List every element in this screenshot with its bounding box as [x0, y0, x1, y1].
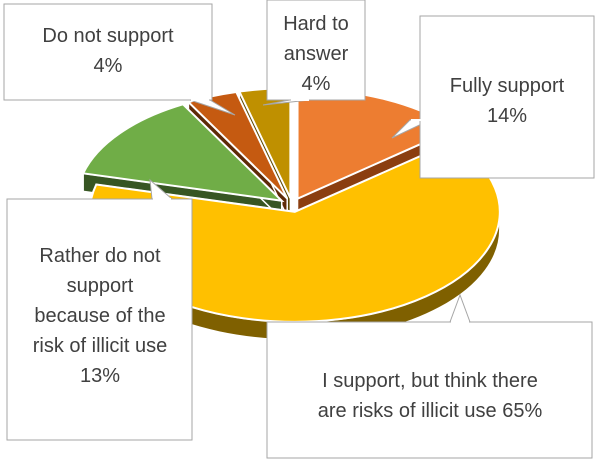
- callout: Do not support 4%: [3, 3, 236, 116]
- slice-label: answer: [284, 43, 349, 65]
- callout-box: [6, 198, 193, 441]
- slice-value-label: 13%: [80, 365, 120, 387]
- callouts: Fully support 14% I support, but think the…: [3, 0, 595, 459]
- slice-label: are risks of illicit use 65%: [318, 400, 543, 422]
- callout: Hard to answer 4%: [262, 0, 366, 106]
- slice-label: Hard to: [283, 13, 349, 35]
- slice-value-label: 4%: [94, 55, 123, 77]
- slice-label: because of the: [34, 305, 165, 327]
- slice-label: support: [67, 275, 134, 297]
- callout-box: [266, 321, 593, 459]
- slice-value-label: 4%: [302, 73, 331, 95]
- callout: Rather do not support because of the risk o…: [6, 178, 193, 441]
- slice-label: Rather do not: [39, 245, 161, 267]
- slice-label: I support, but think there: [322, 370, 538, 392]
- callout: I support, but think there are risks of i…: [266, 293, 593, 459]
- slice-label: risk of illicit use: [33, 335, 167, 357]
- callout-box: [3, 3, 213, 101]
- slice-value-label: 14%: [487, 105, 527, 127]
- callout-box: [419, 15, 595, 179]
- callout-box: [266, 0, 366, 101]
- slice-label: Do not support: [42, 25, 174, 47]
- callout: Fully support 14%: [391, 15, 595, 179]
- pie-slice: [81, 103, 285, 203]
- slice-label: Fully support: [450, 75, 565, 97]
